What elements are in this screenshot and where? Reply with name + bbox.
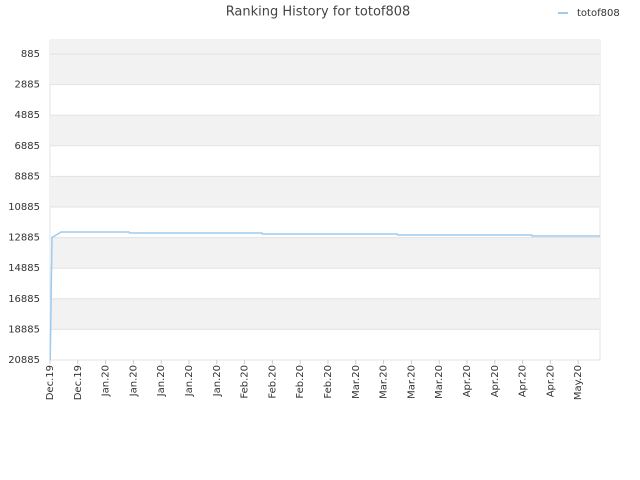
band (50, 53, 600, 85)
x-tick-label: Dec.19 (73, 365, 84, 400)
y-tick-label: 8885 (15, 171, 40, 182)
x-tick-label: Feb.20 (240, 365, 251, 399)
y-tick-label: 14885 (8, 263, 40, 274)
chart-title: Ranking History for totof808 (226, 5, 411, 20)
y-tick-label: 20885 (8, 355, 40, 366)
x-tick-label: May.20 (573, 365, 584, 400)
x-tick-label: Apr.20 (462, 365, 473, 397)
x-tick-label: Feb.20 (267, 365, 278, 399)
x-tick-label: Mar.20 (406, 365, 417, 399)
x-tick-label: Mar.20 (379, 365, 390, 399)
x-tick-label: Jan.20 (101, 365, 112, 397)
y-tick-label: 885 (21, 49, 40, 60)
x-tick-label: Feb.20 (295, 365, 306, 399)
x-tick-label: Apr.20 (545, 365, 556, 397)
line (49, 231, 600, 361)
y-tick-label: 4885 (15, 110, 40, 121)
y-tick-label: 12885 (8, 233, 40, 244)
legend-label: totof808 (577, 8, 620, 19)
x-tick-label: Mar.20 (434, 365, 445, 399)
x-tick-label: Dec.19 (45, 365, 56, 400)
x-tick-label: Jan.20 (212, 365, 223, 397)
x-tick-label: Jan.20 (184, 365, 195, 397)
y-tick-label: 2885 (15, 80, 40, 91)
y-tick-label: 18885 (8, 324, 40, 335)
x-tick-label: Mar.20 (351, 365, 362, 399)
x-tick-label: Jan.20 (128, 365, 139, 397)
x-tick-label: Apr.20 (490, 365, 501, 397)
band (50, 40, 600, 54)
y-tick-label: 10885 (8, 202, 40, 213)
x-tick-label: Jan.20 (156, 365, 167, 397)
band (50, 115, 600, 146)
band (50, 176, 600, 207)
band (50, 237, 600, 269)
x-tick-label: Feb.20 (323, 365, 334, 399)
x-tick-label: Apr.20 (518, 365, 529, 397)
y-tick-label: 6885 (15, 141, 40, 152)
band (50, 298, 600, 330)
y-tick-label: 16885 (8, 294, 40, 305)
